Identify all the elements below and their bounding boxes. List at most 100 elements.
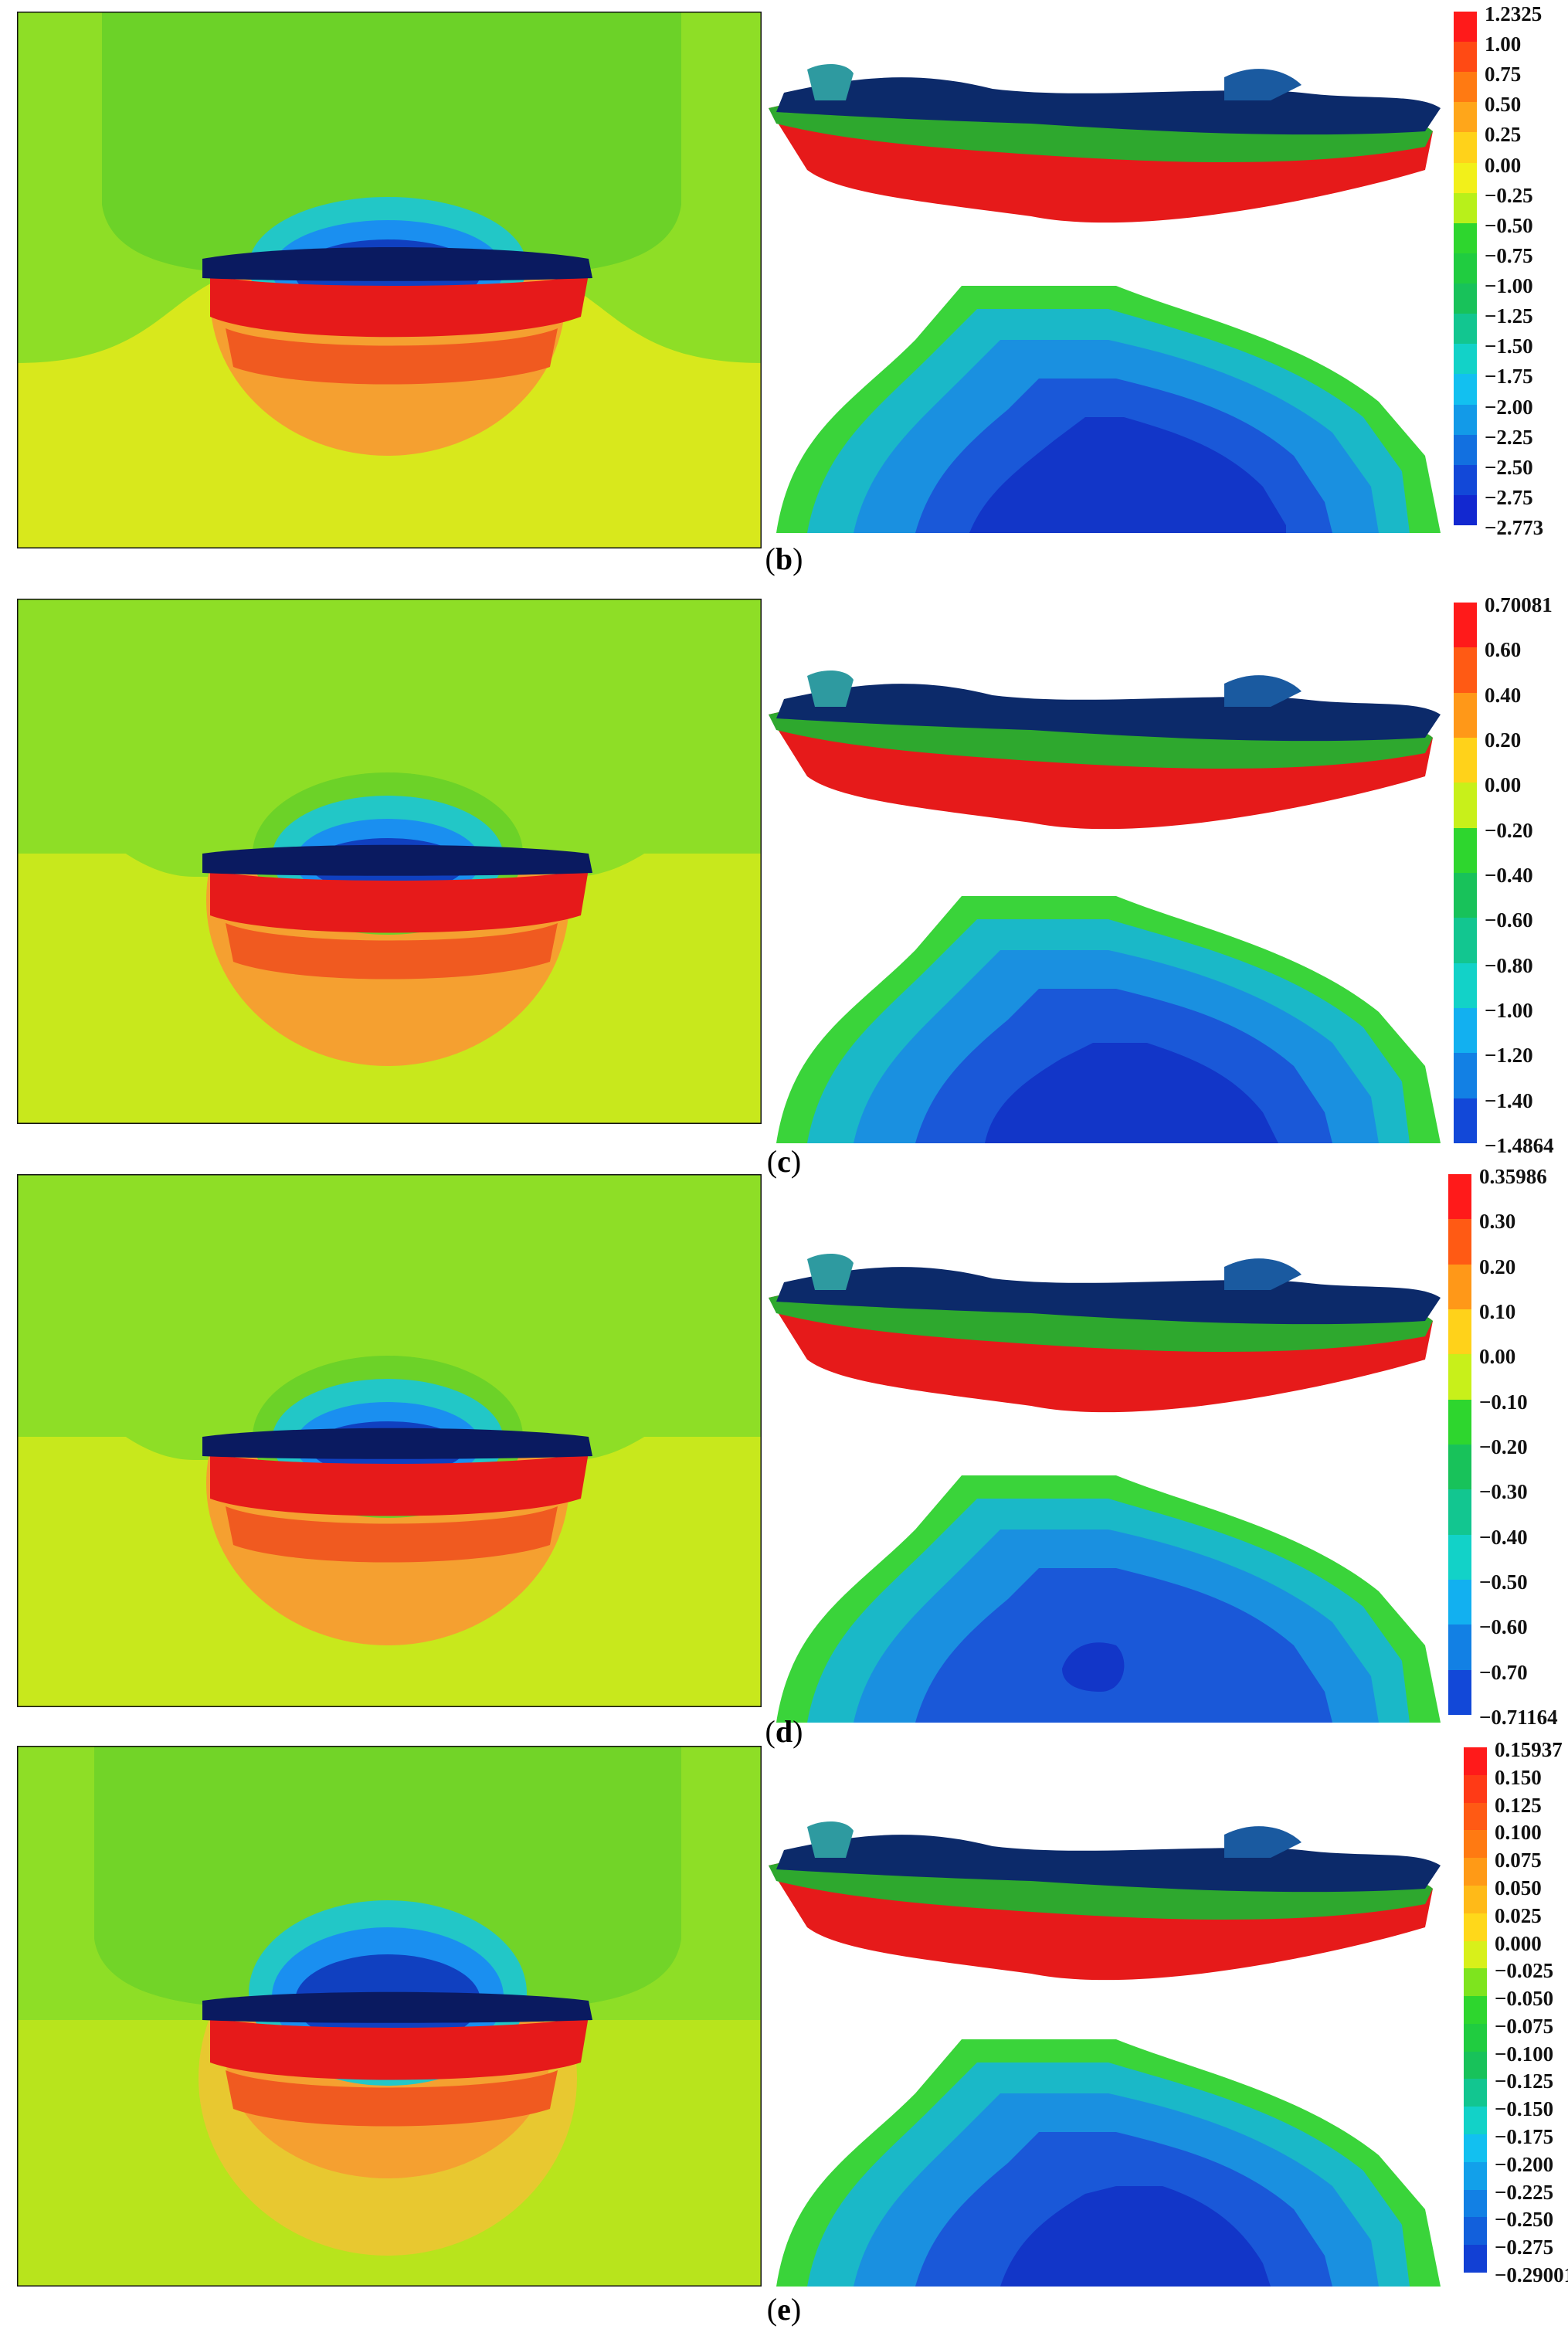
colorbar-tick-label: −0.40 [1485,864,1533,887]
colorbar-segment [1454,102,1477,133]
colorbar-segment [1448,1580,1471,1625]
colorbar-segment [1454,647,1477,694]
colorbar-tick-label: −1.20 [1485,1044,1533,1068]
colorbar-tick-label: −2.50 [1485,455,1533,479]
panel-label-c: (c) [766,1144,802,1179]
surface-top-view [761,1804,1448,1997]
colorbar-tick-label: 0.150 [1495,1765,1542,1789]
colorbar [1448,1174,1471,1716]
colorbar-segment [1454,1008,1477,1054]
colorbar-segment [1448,1399,1471,1445]
colorbar-tick-label: −2.00 [1485,395,1533,419]
colorbar-tick-label: 0.00 [1479,1345,1516,1369]
colorbar-tick-label: 0.70081 [1485,593,1553,616]
colorbar-tick-label: −0.50 [1485,213,1533,237]
colorbar-segment [1454,1053,1477,1099]
colorbar-segment [1464,1940,1487,1969]
colorbar-tick-label: −0.60 [1485,908,1533,932]
colorbar-segment [1454,72,1477,103]
colorbar-tick-label: 0.35986 [1479,1165,1547,1188]
colorbar-segment [1454,873,1477,918]
surface-top-view [761,46,1448,239]
colorbar [1454,12,1477,526]
colorbar-tick-label: −0.10 [1479,1390,1528,1414]
colorbar-tick-label: 0.20 [1479,1254,1516,1278]
colorbar-tick-label: 1.00 [1485,32,1522,56]
colorbar-tick-label: 0.100 [1495,1821,1542,1845]
colorbar-segment [1448,1354,1471,1400]
colorbar-tick-label: −1.4864 [1485,1134,1554,1157]
colorbar-segment [1464,1747,1487,1776]
colorbar-segment [1464,2051,1487,2079]
panel-label-b: (b) [765,542,803,576]
colorbar-tick-label: −1.25 [1485,304,1533,328]
colorbar-tick-label: −0.125 [1495,2069,1554,2093]
colorbar-segment [1454,314,1477,345]
panel-letter: b [775,542,793,576]
colorbar-tick-label: −0.40 [1479,1525,1528,1549]
colorbar-tick-label: −0.150 [1495,2097,1554,2121]
colorbar-segment [1464,2134,1487,2163]
surface-bottom-view [761,1468,1448,1726]
colorbar-segment [1448,1534,1471,1580]
figure-panel-e: 0.15937 0.150 0.125 0.100 0.075 0.050 0.025 0.0… [0,1740,1568,2321]
surface-bottom-view [761,278,1448,537]
colorbar-tick-label: 0.125 [1495,1793,1542,1817]
surface-top-view [761,653,1448,846]
panel-label-d: (d) [765,1714,803,1749]
colorbar-segment [1454,42,1477,73]
colorbar-tick-label: 0.75 [1485,63,1522,87]
colorbar-segment [1454,827,1477,874]
cross-section-contour [17,1174,762,1707]
colorbar [1454,603,1477,1144]
surface-bottom-view [761,888,1448,1147]
colorbar-segment [1454,692,1477,738]
colorbar-segment [1464,2079,1487,2107]
colorbar-tick-label: −0.050 [1495,1987,1554,2011]
colorbar-segment [1454,253,1477,284]
colorbar-tick-label: −0.50 [1479,1570,1528,1594]
colorbar-segment [1454,192,1477,224]
colorbar-segment [1448,1174,1471,1220]
colorbar-segment [1454,222,1477,254]
cross-section-contour [17,599,762,1124]
colorbar-segment [1464,1913,1487,1942]
colorbar-segment [1464,1830,1487,1859]
panel-letter: c [777,1144,791,1179]
colorbar-tick-label: −1.75 [1485,365,1533,389]
colorbar-segment [1454,344,1477,375]
colorbar-tick-label: −2.25 [1485,425,1533,449]
colorbar-tick-label: −0.75 [1485,243,1533,267]
colorbar-segment [1454,962,1477,1009]
colorbar-tick-label: −0.075 [1495,2014,1554,2038]
colorbar-tick-label: 0.60 [1485,638,1522,662]
colorbar-tick-label: 0.00 [1485,153,1522,177]
colorbar-segment [1464,2107,1487,2135]
colorbar-tick-label: 0.15937 [1495,1738,1563,1761]
colorbar-tick-label: −0.70 [1479,1660,1528,1684]
colorbar-segment [1464,2217,1487,2246]
colorbar-segment [1454,12,1477,42]
colorbar-segment [1448,1669,1471,1716]
panel-letter: d [775,1714,793,1749]
colorbar-tick-label: −0.71164 [1479,1706,1558,1729]
colorbar-segment [1464,1996,1487,2025]
panel-letter: e [777,2292,791,2327]
colorbar-segment [1454,918,1477,964]
colorbar-tick-label: −0.29001 [1495,2263,1568,2287]
colorbar-tick-label: 0.25 [1485,123,1522,147]
colorbar-tick-label: −1.50 [1485,334,1533,358]
surface-top-view [761,1236,1448,1429]
colorbar-segment [1454,374,1477,406]
colorbar-segment [1454,283,1477,314]
colorbar-segment [1464,1858,1487,1886]
colorbar-tick-label: −0.25 [1485,183,1533,207]
colorbar-segment [1464,1774,1487,1804]
colorbar-segment [1448,1625,1471,1671]
colorbar-tick-label: 0.00 [1485,773,1522,797]
colorbar-tick-label: −0.025 [1495,1959,1554,1983]
figure-panel-c: 0.70081 0.60 0.40 0.20 0.00 −0.20 −0.40 −0.60 −0… [0,587,1568,1163]
surface-bottom-view [761,2032,1448,2290]
colorbar-segment [1464,1802,1487,1831]
colorbar-tick-label: −0.30 [1479,1480,1528,1504]
